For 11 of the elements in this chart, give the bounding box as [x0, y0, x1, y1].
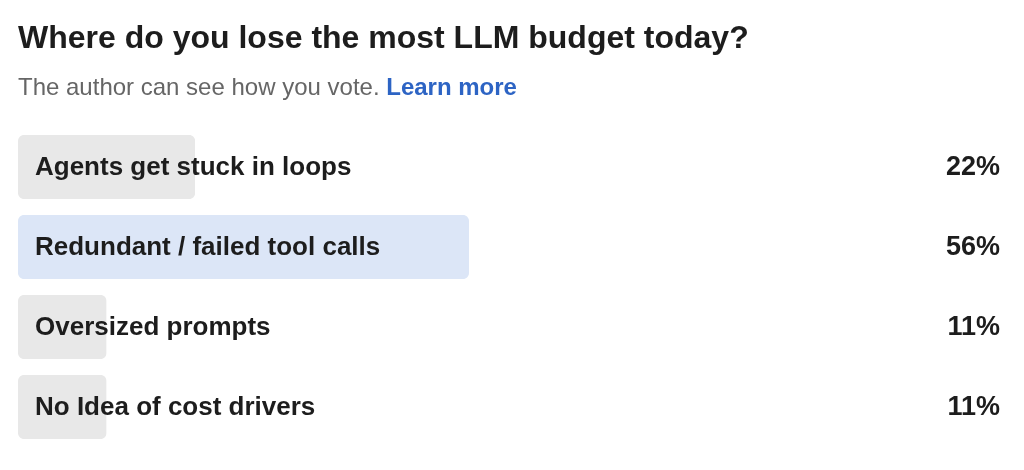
y-tick-label: Redundant / failed tool calls — [35, 231, 381, 261]
y-tick-label: Oversized prompts — [35, 311, 271, 341]
chart-subtitle: The author can see how you vote. — [18, 73, 380, 100]
data-label: 56% — [945, 231, 1000, 261]
data-label: 11% — [947, 391, 1000, 421]
chart-title: Where do you lose the most LLM budget today? — [18, 18, 749, 56]
data-label: 11% — [947, 311, 1000, 341]
data-label: 22% — [945, 151, 1000, 181]
y-tick-label: Agents get stuck in loops — [35, 151, 352, 181]
y-tick-label: No Idea of cost drivers — [35, 391, 316, 421]
text: Learn more — [386, 73, 517, 100]
